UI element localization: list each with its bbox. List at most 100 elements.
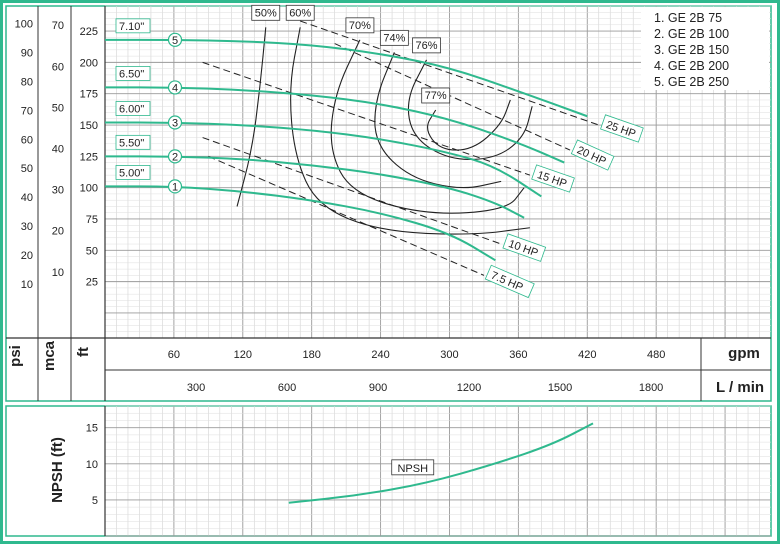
- efficiency-curve: [427, 99, 511, 151]
- efficiency-label-box: [379, 29, 409, 46]
- npsh-grid: [105, 405, 771, 537]
- pump-number-label: 3: [172, 118, 178, 130]
- gpm-tick-label: 480: [647, 349, 665, 361]
- psi-tick-label: 50: [21, 163, 33, 175]
- efficiency-label: 60%: [289, 7, 311, 19]
- power-line: [202, 61, 531, 176]
- ft-tick-label: 100: [80, 183, 98, 195]
- legend-item-4: 4. GE 2B 200: [654, 59, 729, 73]
- psi-tick-label: 80: [21, 76, 33, 88]
- pump-number-label: 5: [172, 35, 178, 47]
- pump-curve-5: [105, 38, 588, 118]
- mca-tick-label: 10: [52, 267, 64, 279]
- ft-tick-label: 75: [86, 214, 98, 226]
- npsh-axis-label: NPSH (ft): [49, 437, 66, 503]
- efficiency-curve: [236, 27, 267, 207]
- mca-tick-label: 70: [52, 20, 64, 32]
- ft-tick-label: 225: [80, 26, 98, 38]
- efficiency-label-box: [421, 87, 451, 104]
- pump-number-label: 2: [172, 151, 178, 163]
- impeller-label-box: [115, 165, 151, 180]
- impeller-label-box: [115, 18, 151, 34]
- lmin-unit-label: L / min: [716, 379, 764, 396]
- pump-number-marker: [167, 179, 183, 194]
- impeller-label: 7.10": [119, 21, 144, 33]
- pump-curve-4: [105, 86, 565, 164]
- power-label-box: [600, 114, 644, 143]
- efficiency-curve: [330, 39, 525, 214]
- impeller-label: 5.00": [119, 167, 144, 179]
- pump-curve-3: [105, 121, 542, 198]
- npsh-tick-label: 10: [86, 459, 98, 471]
- gpm-tick-label: 60: [168, 349, 180, 361]
- mca-unit-label: mca: [41, 340, 58, 371]
- pump-number-label: 4: [172, 82, 178, 94]
- psi-tick-label: 30: [21, 221, 33, 233]
- efficiency-label-box: [345, 17, 375, 34]
- pump-number-label: 1: [172, 181, 178, 193]
- efficiency-label: 76%: [416, 40, 438, 52]
- ft-tick-label: 200: [80, 57, 98, 69]
- gpm-unit-label: gpm: [728, 345, 760, 362]
- efficiency-label-box: [412, 37, 441, 54]
- power-line: [202, 137, 502, 245]
- pump-curve-2: [105, 155, 525, 219]
- gpm-tick-label: 180: [303, 349, 321, 361]
- legend-item-5: 5. GE 2B 250: [654, 75, 729, 89]
- efficiency-curves: 50% 60% 70% 74% 76% 77%: [236, 4, 533, 235]
- psi-tick-label: 20: [21, 250, 33, 262]
- ft-tick-label: 150: [80, 120, 98, 132]
- lmin-tick-label: 1800: [639, 382, 663, 394]
- power-line: [208, 155, 485, 276]
- gpm-tick-label: 420: [578, 349, 596, 361]
- legend-item-3: 3. GE 2B 150: [654, 43, 729, 57]
- npsh-label: NPSH: [397, 463, 428, 475]
- efficiency-label: 50%: [255, 7, 277, 19]
- ft-tick-label: 125: [80, 151, 98, 163]
- gpm-tick-label: 240: [371, 349, 389, 361]
- efficiency-curve: [290, 27, 530, 235]
- psi-tick-label: 40: [21, 192, 33, 204]
- pump-curves: 5.00" 1 5.50" 2 6.00" 3 6.50" 4 7.10" 5: [105, 18, 588, 262]
- power-label-box: [531, 164, 575, 193]
- mca-tick-label: 20: [52, 226, 64, 238]
- npsh-tick-label: 15: [86, 423, 98, 435]
- efficiency-label: 70%: [349, 20, 371, 32]
- psi-unit-label: psi: [7, 345, 24, 367]
- legend-item-1: 1. GE 2B 75: [654, 11, 722, 25]
- efficiency-curve: [374, 52, 502, 189]
- gpm-tick-label: 360: [509, 349, 527, 361]
- ft-unit-label: ft: [75, 347, 92, 357]
- pump-number-marker: [167, 115, 183, 130]
- pump-number-marker: [167, 80, 183, 95]
- ft-tick-label: 175: [80, 89, 98, 101]
- pump-number-marker: [167, 149, 183, 164]
- efficiency-label-box: [285, 4, 315, 21]
- gpm-tick-label: 120: [234, 349, 252, 361]
- impeller-label-box: [115, 66, 151, 81]
- power-label-box: [570, 139, 615, 171]
- axis-ticks: 2550751001251501752002251020304050607080…: [15, 19, 666, 507]
- lmin-tick-label: 600: [278, 382, 296, 394]
- psi-tick-label: 70: [21, 105, 33, 117]
- lmin-tick-label: 1200: [457, 382, 481, 394]
- npsh-label-box: [391, 459, 435, 476]
- impeller-label: 6.00": [119, 104, 144, 116]
- ft-tick-label: 25: [86, 277, 98, 289]
- npsh-tick-label: 5: [92, 495, 98, 507]
- psi-tick-label: 60: [21, 134, 33, 146]
- legend-box: [641, 7, 769, 90]
- psi-tick-label: 100: [15, 19, 33, 31]
- legend: 1. GE 2B 75 2. GE 2B 100 3. GE 2B 150 4.…: [641, 7, 769, 90]
- impeller-label-box: [115, 134, 151, 150]
- lmin-tick-label: 300: [187, 382, 205, 394]
- efficiency-curve: [407, 59, 533, 161]
- legend-item-2: 2. GE 2B 100: [654, 27, 729, 41]
- psi-tick-label: 90: [21, 47, 33, 59]
- lmin-tick-label: 900: [369, 382, 387, 394]
- pump-number-marker: [167, 32, 183, 47]
- npsh-curve: [288, 422, 594, 504]
- impeller-label: 6.50": [119, 68, 144, 80]
